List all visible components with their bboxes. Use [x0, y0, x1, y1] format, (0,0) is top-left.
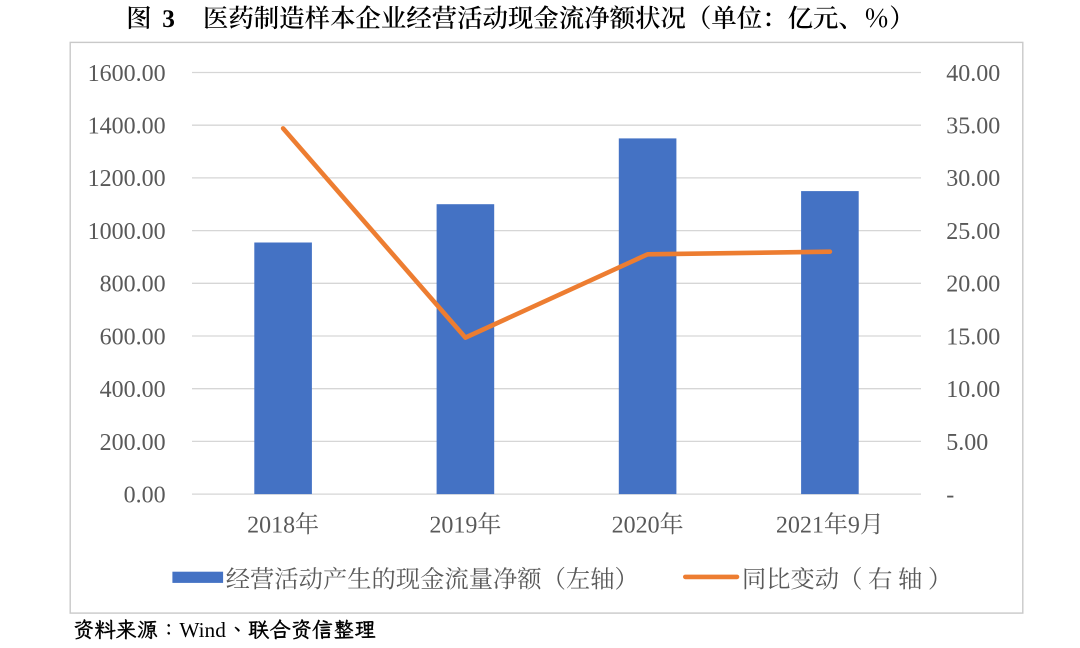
svg-text:Wind: Wind	[179, 618, 226, 642]
svg-text:35.00: 35.00	[946, 114, 1000, 140]
svg-text:-: -	[946, 483, 954, 509]
svg-text:15.00: 15.00	[946, 324, 1000, 350]
svg-text:1600.00: 1600.00	[88, 61, 166, 87]
svg-text:400.00: 400.00	[100, 377, 166, 403]
svg-text:10.00: 10.00	[946, 377, 1000, 403]
svg-text:40.00: 40.00	[946, 61, 1000, 87]
svg-text:0.00: 0.00	[124, 483, 166, 509]
svg-text:1000.00: 1000.00	[88, 219, 166, 245]
svg-text:20.00: 20.00	[946, 272, 1000, 298]
svg-text:1400.00: 1400.00	[88, 114, 166, 140]
svg-text:1200.00: 1200.00	[88, 166, 166, 192]
svg-text:200.00: 200.00	[100, 430, 166, 456]
svg-text:25.00: 25.00	[946, 219, 1000, 245]
svg-text:600.00: 600.00	[100, 324, 166, 350]
svg-text:30.00: 30.00	[946, 166, 1000, 192]
svg-text:5.00: 5.00	[946, 430, 988, 456]
svg-text:800.00: 800.00	[100, 272, 166, 298]
